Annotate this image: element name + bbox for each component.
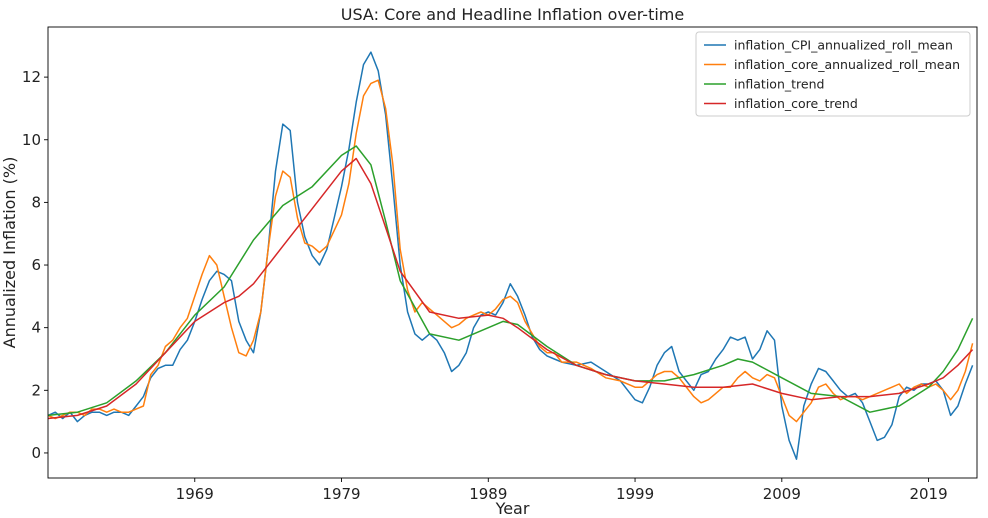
series-line-inflation_CPI_annualized_roll_mean [48,51,974,460]
y-tick-label: 12 [22,68,41,86]
chart-title: USA: Core and Headline Inflation over-ti… [341,5,684,24]
series-line-inflation_core_trend [48,157,974,420]
x-tick-label: 1989 [469,485,507,503]
y-tick-label: 2 [31,381,41,399]
legend-label: inflation_trend [734,77,824,92]
x-tick-label: 1999 [616,485,654,503]
x-tick-label: 2019 [909,485,947,503]
y-tick-label: 10 [22,131,41,149]
series-line-inflation_trend [48,145,974,417]
legend-label: inflation_core_annualized_roll_mean [734,57,960,72]
legend-box [695,31,971,117]
y-tick-label: 0 [31,444,41,462]
x-tick-label: 2009 [763,485,801,503]
series-line-inflation_core_annualized_roll_mean [48,79,974,423]
legend-label: inflation_core_trend [734,96,858,111]
y-axis-title: Annualized Inflation (%) [0,157,19,349]
y-tick-label: 6 [31,256,41,274]
legend: inflation_CPI_annualized_roll_meaninflat… [695,31,971,117]
axes: 1969 1979 1989 1999 2009 2019 0 2 4 6 8 10 12 [22,26,978,503]
y-tick-label: 4 [31,319,41,337]
x-axis-title: Year [495,499,530,518]
x-tick-label: 1979 [322,485,360,503]
plot-frame [47,26,978,479]
x-tick-label: 1969 [176,485,214,503]
legend-label: inflation_CPI_annualized_roll_mean [734,38,953,53]
plot-area [48,51,974,460]
y-tick-label: 8 [31,193,41,211]
